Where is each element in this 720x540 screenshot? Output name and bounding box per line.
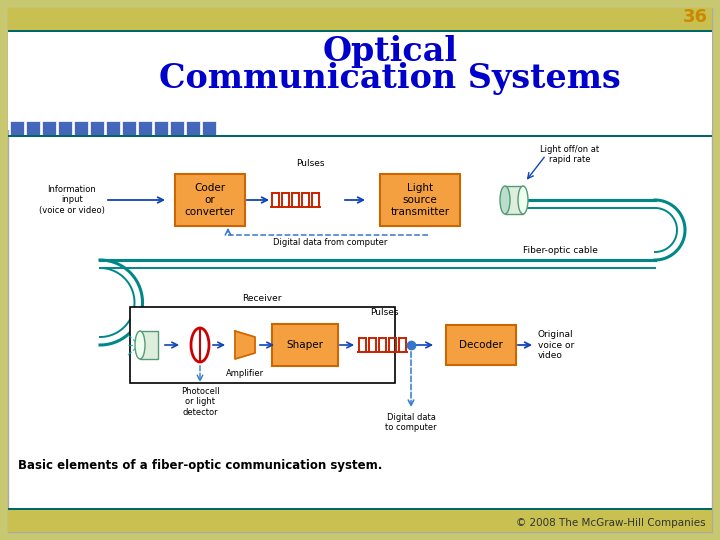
Ellipse shape [500, 186, 510, 214]
Bar [42, 121, 56, 135]
Ellipse shape [135, 331, 145, 359]
Text: Basic elements of a fiber-optic communication system.: Basic elements of a fiber-optic communic… [18, 459, 382, 472]
Bar [170, 121, 184, 135]
Text: Pulses: Pulses [296, 159, 324, 168]
Ellipse shape [191, 328, 209, 362]
Text: Receiver: Receiver [242, 294, 282, 303]
Text: Information
input
(voice or video): Information input (voice or video) [39, 185, 105, 215]
Bar [8, 8, 712, 30]
Text: Light
source
transmitter: Light source transmitter [390, 184, 449, 217]
Text: © 2008 The McGraw-Hill Companies: © 2008 The McGraw-Hill Companies [516, 518, 706, 528]
Text: 36: 36 [683, 8, 708, 26]
Bar [186, 121, 200, 135]
FancyBboxPatch shape [175, 174, 245, 226]
Bar [505, 186, 523, 214]
Bar [130, 307, 395, 383]
Bar [8, 30, 712, 130]
Bar [90, 121, 104, 135]
Polygon shape [235, 331, 255, 359]
Bar [74, 121, 88, 135]
Bar [202, 121, 216, 135]
FancyBboxPatch shape [272, 324, 338, 366]
Text: Digital data
to computer: Digital data to computer [385, 413, 437, 433]
Bar [10, 121, 24, 135]
Text: Original
voice or
video: Original voice or video [538, 330, 575, 360]
Bar [8, 508, 712, 510]
Bar [140, 331, 158, 359]
Bar [122, 121, 136, 135]
Bar [138, 121, 152, 135]
Text: Decoder: Decoder [459, 340, 503, 350]
Bar [8, 510, 712, 532]
Text: Amplifier: Amplifier [226, 369, 264, 378]
Bar [154, 121, 168, 135]
Text: Shaper: Shaper [287, 340, 323, 350]
Bar [8, 30, 712, 32]
FancyBboxPatch shape [380, 174, 460, 226]
Bar [58, 121, 72, 135]
Bar [106, 121, 120, 135]
Bar [26, 121, 40, 135]
FancyBboxPatch shape [446, 325, 516, 365]
Text: Coder
or
converter: Coder or converter [185, 184, 235, 217]
Text: Digital data from computer: Digital data from computer [273, 238, 387, 247]
Text: Pulses: Pulses [370, 308, 398, 317]
Text: Communication Systems: Communication Systems [159, 62, 621, 95]
Text: Optical: Optical [323, 35, 458, 68]
Text: Photocell
or light
detector: Photocell or light detector [181, 387, 220, 417]
Text: Light off/on at
rapid rate: Light off/on at rapid rate [541, 145, 600, 164]
Bar [8, 135, 712, 137]
Ellipse shape [518, 186, 528, 214]
Text: Fiber-optic cable: Fiber-optic cable [523, 246, 598, 255]
